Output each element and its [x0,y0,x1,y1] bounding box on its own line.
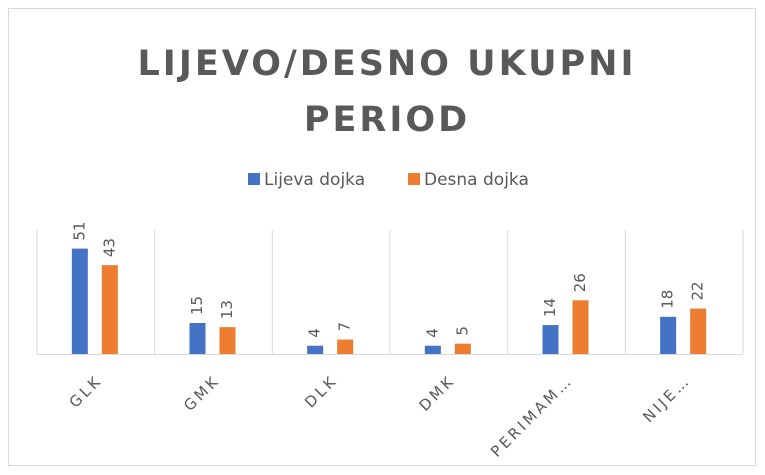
data-label: 15 [188,296,206,315]
data-label: 26 [571,273,589,292]
bar [307,345,324,354]
legend-swatch [248,173,260,185]
bar [690,308,707,354]
legend-label: Desna dojka [424,170,529,190]
data-label: 5 [453,326,471,336]
legend-label: Lijeva dojka [264,170,365,190]
chart-title: LIJEVO/DESNO UKUPNI PERIOD [137,44,637,140]
bar [219,327,236,354]
data-label: 7 [336,322,354,332]
data-label: 4 [423,328,441,338]
bar [542,325,559,354]
bar [424,345,441,354]
data-label: 13 [218,300,236,319]
bar [454,343,471,354]
data-label: 43 [100,238,118,257]
data-label: 22 [689,281,707,300]
data-label: 14 [541,298,559,317]
data-label: 4 [306,328,324,338]
bar [660,316,677,354]
bar [101,265,118,354]
data-label: 18 [659,290,677,309]
bar [71,248,88,354]
bar [337,339,354,354]
bar [572,300,589,354]
bar [189,323,206,354]
legend-swatch [408,173,420,185]
chart-border [8,8,756,466]
data-label: 51 [70,222,88,241]
